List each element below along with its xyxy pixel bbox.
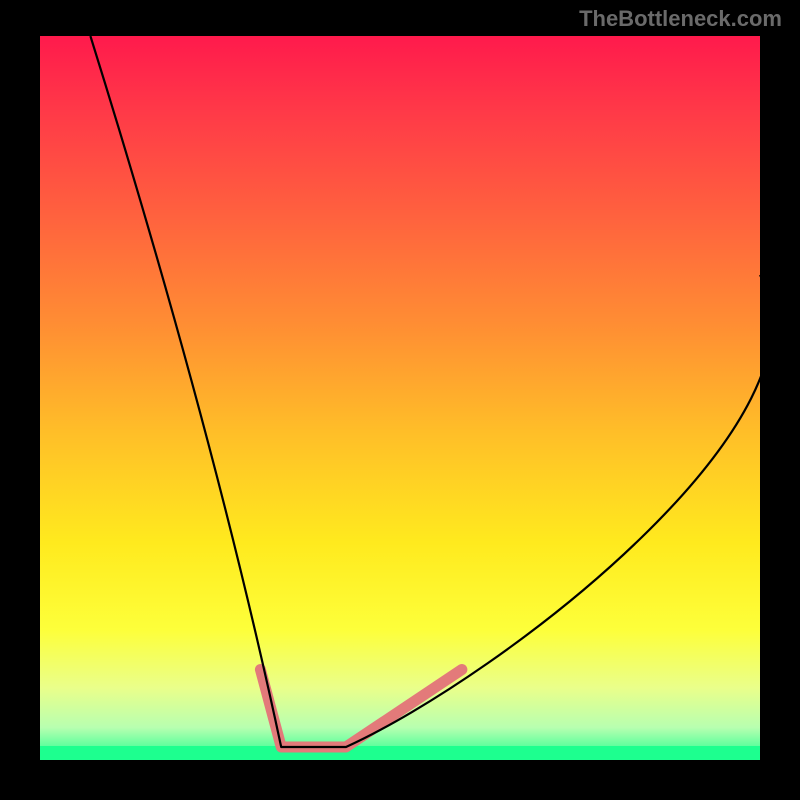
chart-plot-area	[40, 36, 760, 760]
chart-bottom-marker	[260, 670, 461, 747]
chart-svg-layer	[40, 36, 760, 760]
chart-v-curve	[90, 36, 760, 747]
watermark-text: TheBottleneck.com	[579, 6, 782, 32]
